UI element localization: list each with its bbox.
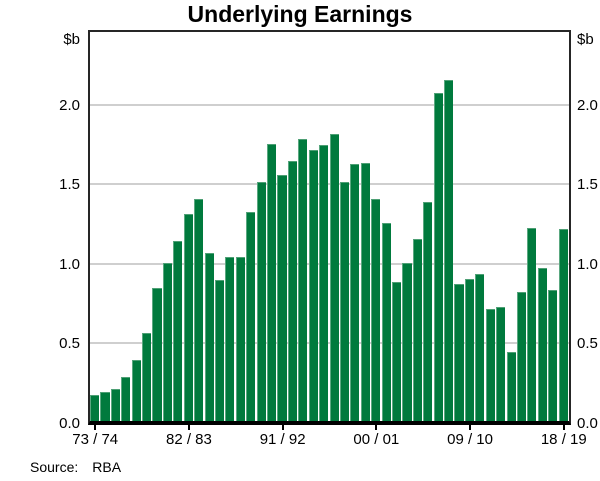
bar-year-35: [454, 283, 464, 421]
bar-year-12: [214, 280, 225, 421]
bar-year-5: [142, 332, 152, 421]
bar-year-11: [204, 253, 214, 421]
x-tick-label-0001: 00 / 01: [353, 431, 400, 448]
bar-year-21: [308, 149, 318, 421]
bar-year-27: [371, 199, 381, 421]
x-tick-label-8283: 82 / 83: [165, 431, 212, 448]
bar-year-0: [90, 394, 100, 421]
x-tick-mark: [469, 425, 472, 430]
gridline-2.0: [90, 103, 569, 106]
y-tick-left-1.5: 1.5: [59, 176, 80, 194]
bar-year-3: [121, 377, 131, 421]
bar-year-10: [194, 199, 204, 421]
source-value: RBA: [92, 459, 122, 475]
bar-year-40: [506, 352, 516, 421]
bar-year-1: [100, 391, 110, 421]
bar-year-22: [319, 145, 329, 421]
bar-year-38: [485, 309, 495, 421]
bar-year-24: [339, 181, 350, 421]
y-axis-unit-right: $b: [577, 31, 594, 48]
bar-year-17: [267, 143, 277, 421]
bar-year-23: [329, 134, 339, 421]
bar-year-37: [475, 274, 485, 421]
bar-year-19: [287, 161, 297, 421]
x-tick-mark: [187, 425, 190, 430]
x-tick-label-1819: 18 / 19: [540, 431, 587, 448]
bar-year-2: [110, 388, 120, 421]
x-tick-label-7374: 73 / 74: [72, 431, 119, 448]
x-tick-mark: [562, 425, 565, 430]
bar-year-18: [277, 175, 287, 421]
bar-year-25: [350, 164, 360, 421]
bar-year-7: [162, 262, 172, 421]
x-tick-mark: [375, 425, 378, 430]
x-tick-mark: [94, 425, 97, 430]
bar-year-16: [256, 181, 266, 421]
bar-year-8: [173, 240, 183, 421]
bar-year-15: [246, 211, 256, 421]
bar-year-33: [433, 92, 443, 421]
x-tick-mark: [281, 425, 284, 430]
bar-year-34: [444, 79, 454, 421]
plot-area: [88, 30, 571, 425]
y-tick-right-2.0: 2.0: [577, 96, 598, 114]
bar-year-9: [183, 213, 193, 421]
chart-title: Underlying Earnings: [187, 1, 413, 27]
y-tick-right-1.0: 1.0: [577, 255, 598, 273]
bar-year-20: [298, 138, 308, 421]
y-tick-left-2.0: 2.0: [59, 96, 80, 114]
bar-year-26: [360, 162, 370, 421]
x-tick-label-0910: 09 / 10: [447, 431, 493, 448]
bar-year-30: [402, 262, 412, 421]
source-label: Source:: [30, 459, 79, 475]
bar-year-29: [391, 281, 402, 421]
bar-year-44: [548, 289, 558, 421]
y-axis-unit-left: $b: [63, 31, 80, 48]
bar-year-42: [527, 227, 537, 421]
x-tick-label-9192: 91 / 92: [259, 431, 306, 448]
bar-year-39: [496, 307, 506, 421]
bar-year-36: [464, 278, 474, 421]
bar-year-32: [423, 202, 433, 421]
y-tick-left-1.0: 1.0: [59, 255, 80, 273]
bar-year-4: [131, 359, 141, 421]
bar-year-41: [516, 291, 527, 421]
bar-year-43: [537, 267, 547, 421]
bar-year-31: [412, 239, 422, 421]
bar-year-28: [381, 223, 391, 421]
y-tick-left-0.5: 0.5: [59, 335, 80, 353]
y-tick-right-0.0: 0.0: [577, 415, 598, 432]
y-tick-right-1.5: 1.5: [577, 176, 598, 194]
y-tick-left-0.0: 0.0: [59, 415, 80, 432]
source-note: Source: RBA: [30, 459, 121, 475]
bar-year-6: [152, 288, 162, 421]
bar-year-45: [558, 229, 568, 421]
y-tick-right-0.5: 0.5: [577, 335, 598, 353]
bar-year-13: [225, 256, 235, 421]
bar-year-14: [235, 256, 245, 421]
